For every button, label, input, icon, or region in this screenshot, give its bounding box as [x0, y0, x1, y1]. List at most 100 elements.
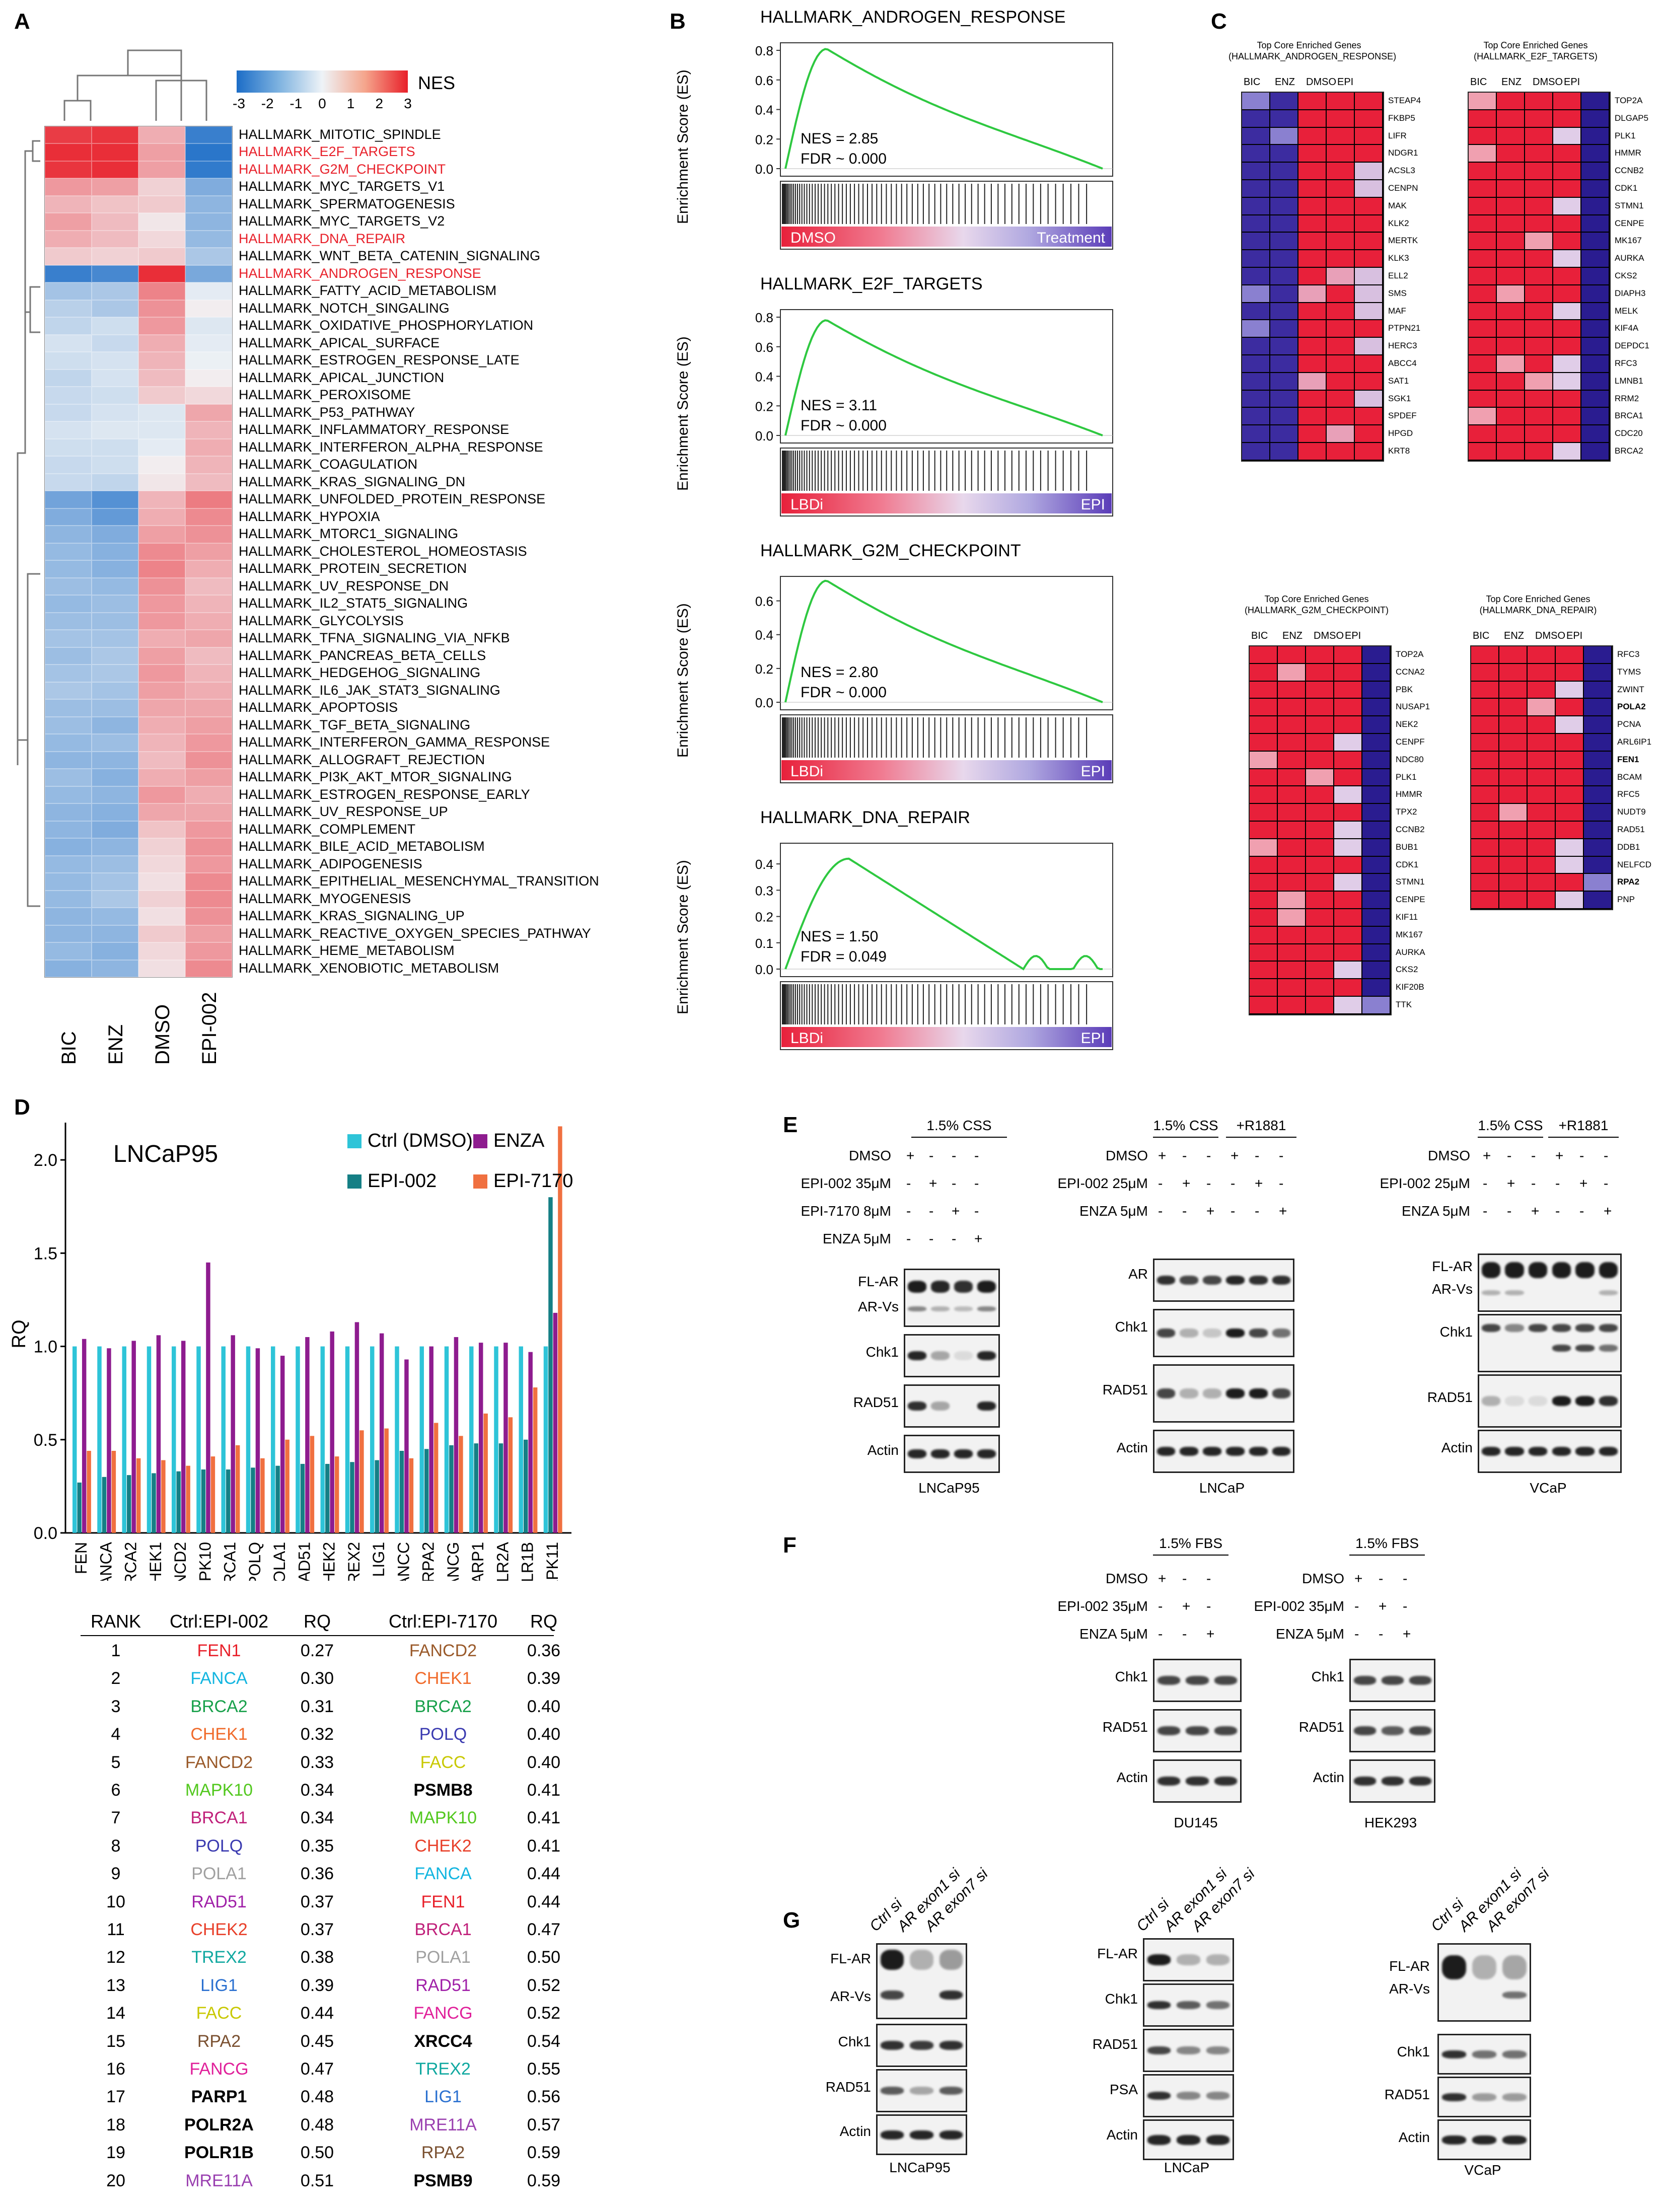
heatmap-cell: [138, 560, 185, 578]
gsea-ytick-label: 0.2: [755, 132, 773, 147]
core-title: Top Core Enriched Genes: [1264, 594, 1369, 604]
x-tick-label: FEN: [72, 1542, 90, 1574]
treatment-sign: -: [1231, 1203, 1236, 1219]
core-cell: [1581, 93, 1609, 109]
core-gene-label: TOP2A: [1615, 96, 1643, 105]
bar: [454, 1337, 459, 1533]
gene-cell: RPA2: [421, 2143, 465, 2163]
blot-label: AR-Vs: [858, 1299, 899, 1314]
heatmap-cell: [45, 369, 92, 387]
heatmap-cell: [138, 334, 185, 352]
heatmap-cell: [138, 473, 185, 491]
blot-band: [1552, 1262, 1571, 1278]
heatmap-cell: [45, 855, 92, 873]
core-cell: [1581, 303, 1609, 320]
core-cell: [1556, 874, 1583, 891]
heatmap-cell: [92, 751, 138, 769]
heatmap-cell: [138, 647, 185, 665]
heatmap-cell: [92, 438, 138, 457]
bar: [82, 1339, 87, 1533]
blot-band: [954, 1351, 973, 1360]
heatmap-cell: [185, 890, 232, 908]
core-cell: [1278, 646, 1305, 663]
heatmap-cell: [138, 786, 185, 804]
gsea-rank-bar: [781, 493, 1112, 513]
heatmap-cell: [45, 769, 92, 786]
core-cell: [1469, 163, 1496, 179]
blot-band: [1599, 1290, 1618, 1295]
core-cell: [1242, 163, 1269, 179]
blot-band: [1177, 2134, 1200, 2145]
hallmark-label: HALLMARK_EPITHELIAL_MESENCHYMAL_TRANSITI…: [239, 873, 599, 889]
core-cell: [1278, 997, 1305, 1013]
gsea-right-label: EPI: [1081, 763, 1105, 780]
gsea-left-label: LBDi: [790, 1030, 823, 1047]
heatmap-cell: [92, 161, 138, 179]
treatment-sign: -: [1206, 1175, 1211, 1191]
bar: [424, 1449, 429, 1533]
bar: [251, 1467, 255, 1533]
gene-cell: LIG1: [424, 2087, 462, 2107]
hallmark-label: HALLMARK_FATTY_ACID_METABOLISM: [239, 283, 497, 299]
rq-cell: 0.39: [527, 1669, 561, 1688]
core-cell: [1278, 839, 1305, 856]
core-cell: [1334, 663, 1361, 681]
bar: [300, 1463, 305, 1533]
bar: [404, 1359, 409, 1533]
bar: [102, 1477, 107, 1533]
blot-band: [907, 1281, 926, 1293]
core-cell: [1242, 390, 1269, 407]
hallmark-label: HALLMARK_DNA_REPAIR: [239, 231, 406, 246]
hallmark-label: HALLMARK_PI3K_AKT_MTOR_SIGNALING: [239, 769, 512, 785]
core-cell: [1298, 215, 1326, 232]
blot-membrane: [1478, 1254, 1622, 1312]
blot-label: Actin: [1116, 1769, 1148, 1785]
core-cell: [1525, 93, 1552, 109]
heatmap-cell: [45, 838, 92, 856]
core-gene-label: SAT1: [1388, 376, 1409, 386]
core-cell: [1278, 751, 1305, 768]
core-gene-label: CKS2: [1615, 271, 1637, 280]
bar: [285, 1439, 290, 1533]
heatmap-cell: [92, 908, 138, 925]
blot-membrane: [876, 2114, 967, 2155]
blot-band: [1206, 2134, 1230, 2145]
rq-cell: 0.36: [527, 1641, 561, 1660]
core-cell: [1469, 320, 1496, 337]
heatmap-cell: [185, 630, 232, 647]
core-cell: [1334, 839, 1361, 856]
core-cell: [1270, 390, 1297, 407]
hallmark-label: HALLMARK_MYC_TARGETS_V1: [239, 179, 445, 194]
heatmap-cell: [92, 699, 138, 717]
legend-swatch: [473, 1134, 487, 1148]
treatment-label: EPI-7170 8μM: [801, 1203, 891, 1219]
blot-label: RAD51: [1102, 1719, 1148, 1735]
blot-band: [880, 1950, 904, 1970]
heatmap-cell: [92, 630, 138, 647]
heatmap-cell: [185, 595, 232, 613]
rq-cell: 0.31: [300, 1697, 334, 1716]
bar: [379, 1333, 384, 1533]
blot-band: [1409, 1777, 1431, 1786]
bar: [147, 1346, 152, 1533]
core-cell: [1278, 944, 1305, 961]
core-cell: [1525, 215, 1552, 232]
legend-label: Ctrl (DMSO): [368, 1130, 473, 1151]
heatmap-cell: [185, 438, 232, 457]
core-gene-heatmap: Top Core Enriched Genes (HALLMARK_E2F_TAR…: [1455, 40, 1664, 503]
blot-membrane: [904, 1384, 1000, 1428]
core-cell: [1581, 373, 1609, 390]
core-gene-label: STMN1: [1396, 877, 1425, 887]
blot-caption: LNCaP95: [889, 2160, 951, 2175]
panel-a: NES -3 -2 -1 0 1 2 3 HALLMARK_MITOTIC_SPINDLE H…: [0, 0, 665, 1082]
x-tick-label: PARP1: [469, 1542, 487, 1581]
core-cell: [1497, 320, 1524, 337]
heatmap-cell: [138, 838, 185, 856]
heatmap-cell: [92, 855, 138, 873]
core-cell: [1298, 320, 1326, 337]
heatmap-cell: [138, 925, 185, 942]
hallmark-heatmap-columns: BIC ENZ DMSO EPI-002: [44, 984, 232, 1075]
core-col-label: ENZ: [1275, 77, 1295, 88]
condition-rule: [1153, 1555, 1228, 1556]
heatmap-cell: [185, 369, 232, 387]
